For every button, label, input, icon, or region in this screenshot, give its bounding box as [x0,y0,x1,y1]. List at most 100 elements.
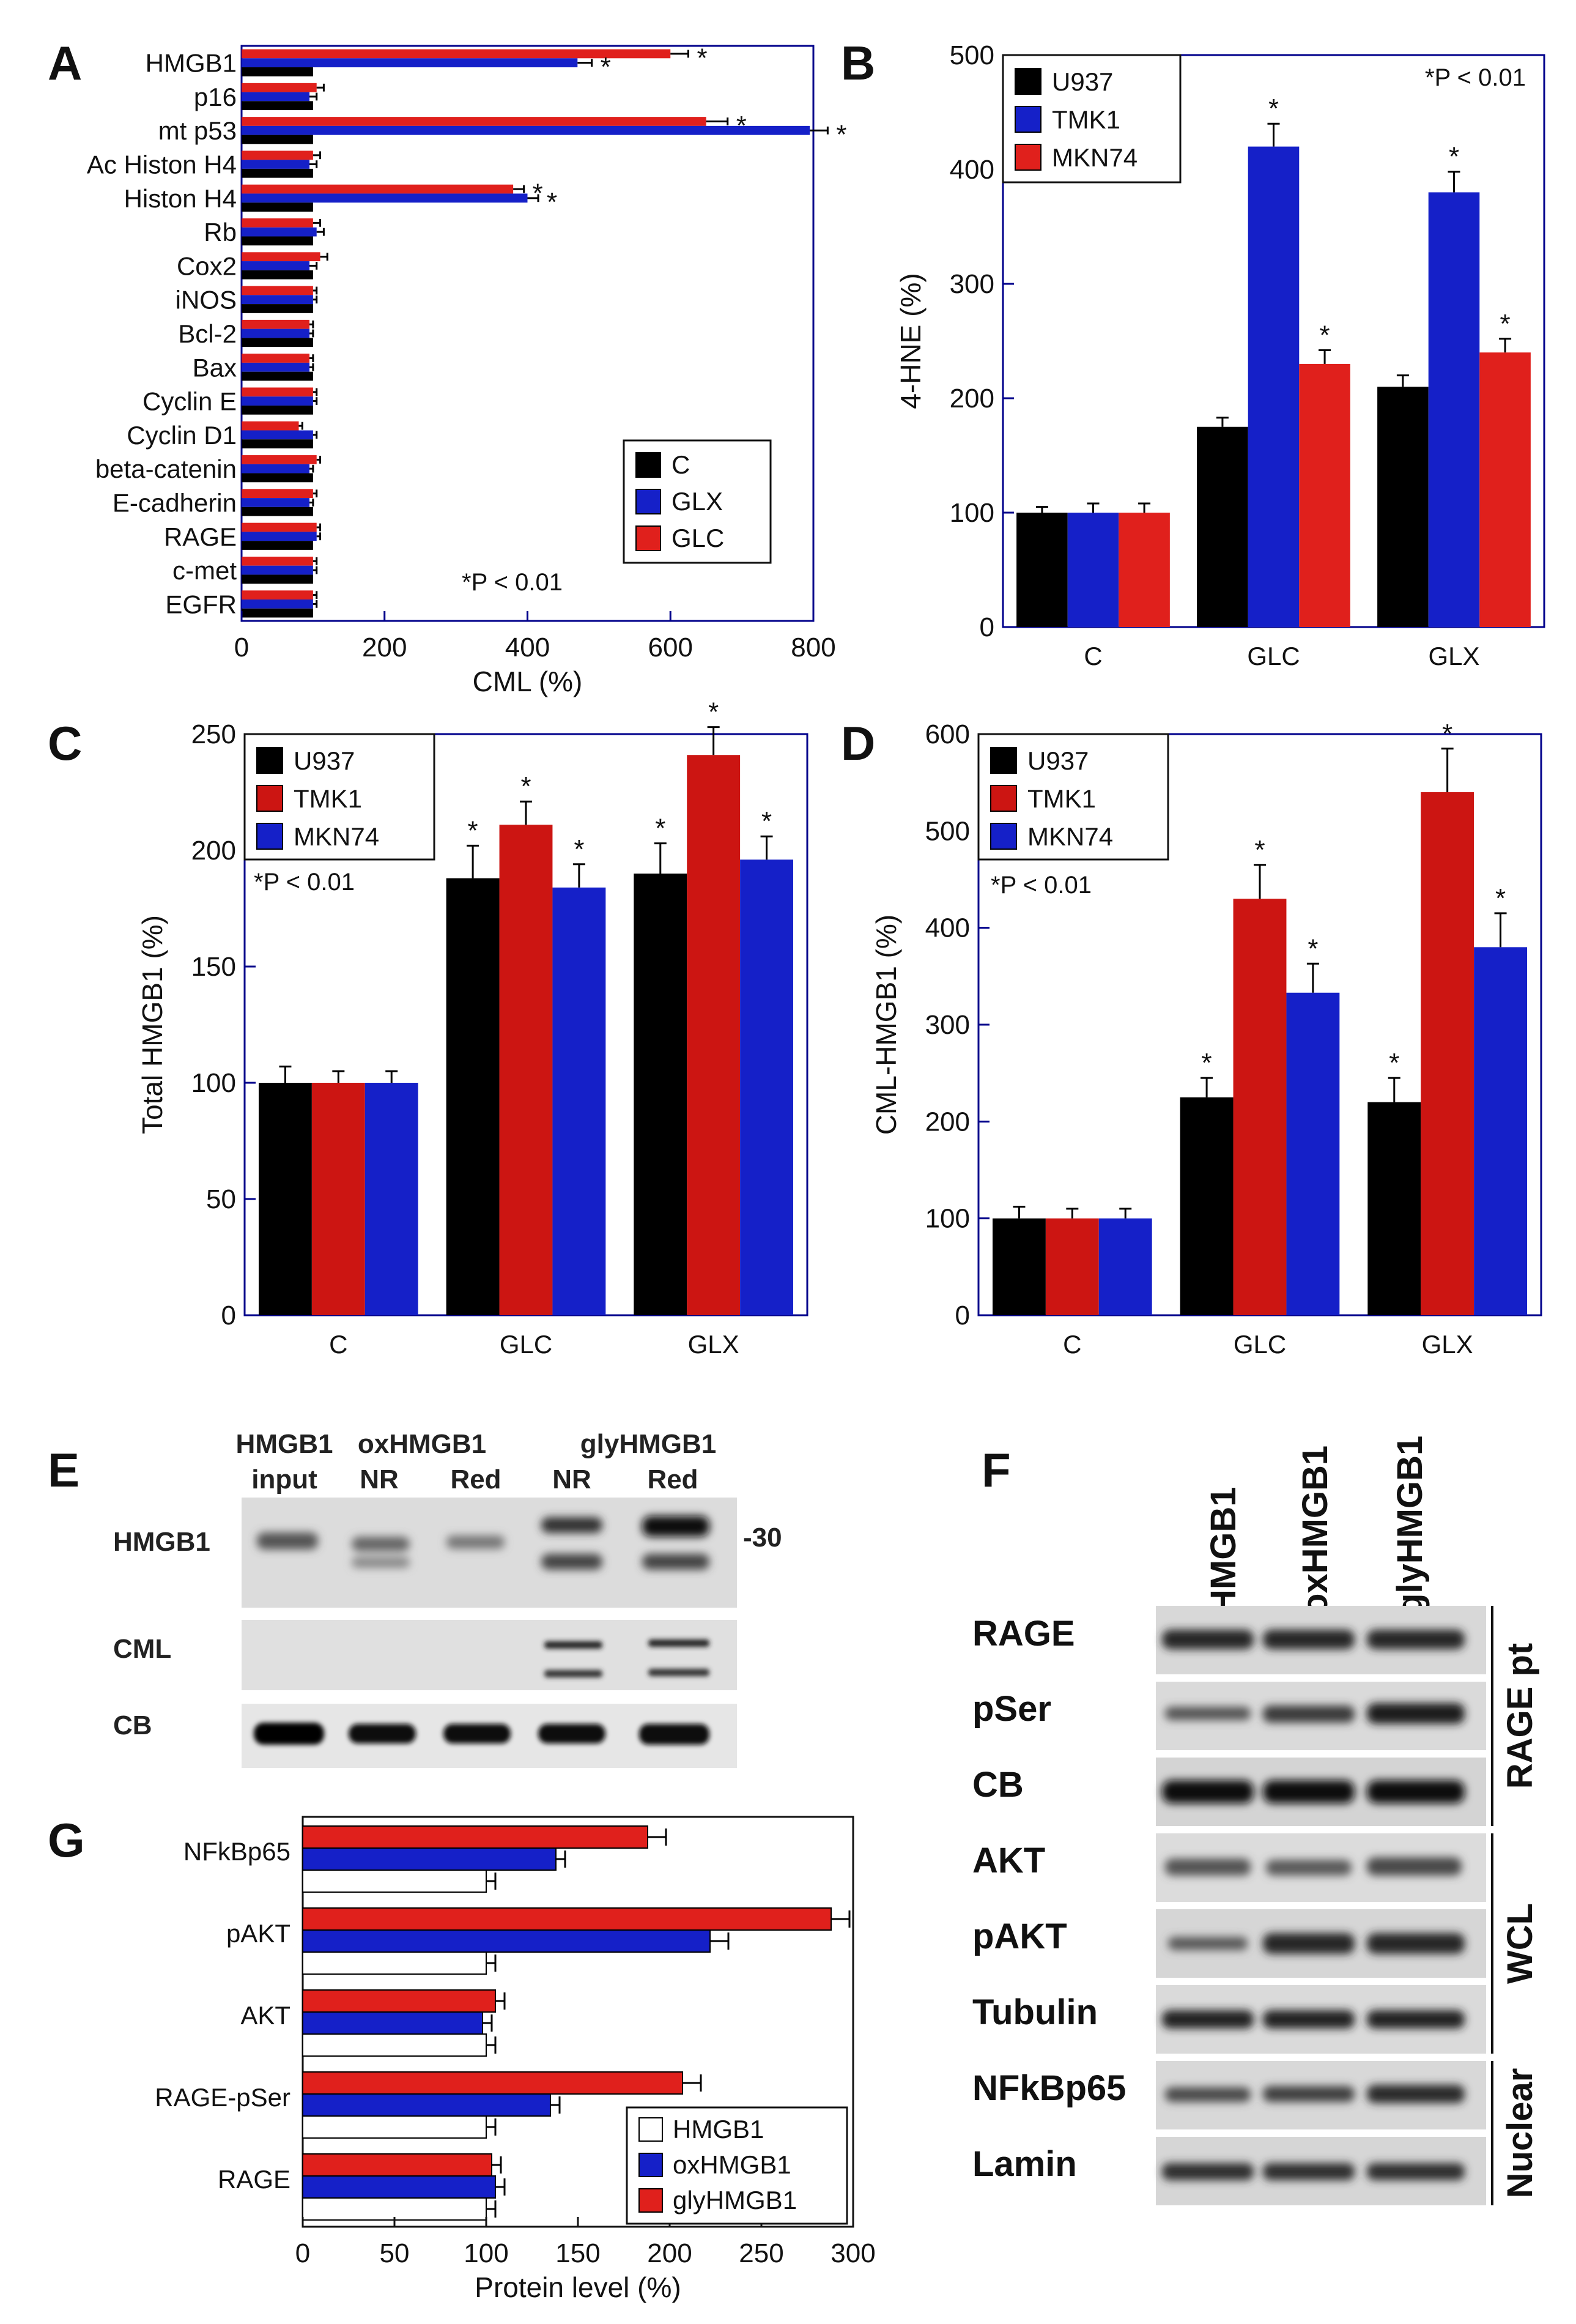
bar [242,261,310,270]
bar [1479,352,1531,627]
bar [1233,899,1287,1315]
legend-swatch [990,785,1017,812]
bar [242,396,313,406]
panel-label-g: G [48,1813,85,1867]
y-tick-label: 200 [950,384,994,414]
significance-star: * [1389,1048,1399,1078]
legend-swatch [990,747,1017,774]
legend-swatch [1015,106,1041,133]
y-category-label: AKT [240,2001,290,2030]
bar [1299,363,1350,627]
x-category-label: C [1063,1330,1081,1359]
bar [242,168,313,178]
x-category-label: GLC [1234,1330,1286,1359]
bar [242,522,317,532]
bar [302,1929,711,1953]
panel-label-c: C [48,716,82,770]
bar [242,252,320,262]
x-tick-label: 250 [739,2238,783,2268]
legend-label: MKN74 [1052,143,1138,172]
bar [242,489,313,499]
bar [242,202,313,212]
blot-f-row-rage: RAGE [972,1614,1075,1654]
bar [634,874,687,1315]
significance-star: * [520,771,531,801]
x-tick-label: 0 [234,633,249,663]
significance-star: * [655,814,665,844]
y-axis-title: CML-HMGB1 (%) [870,915,902,1135]
bar [302,2115,487,2139]
y-category-label: Cyclin D1 [127,421,237,450]
legend-swatch [256,747,283,774]
bar [242,184,514,194]
bar [242,101,313,111]
bar [1286,992,1340,1315]
chart-c: 0 50 100 150 200 250 C * * * GLC * * * GLX Total HMGB1 … [136,697,808,1359]
y-category-label: beta-catenin [95,455,237,483]
blot-e-sub-nr-ox: NR [360,1465,399,1494]
significance-star: * [601,52,611,82]
y-tick-label: 50 [206,1184,236,1214]
bar [242,58,578,68]
legend-label: HMGB1 [673,2115,764,2144]
bar [242,354,310,363]
blot-f-row-tubulin: Tubulin [972,1992,1098,2032]
significance-note: *P < 0.01 [254,869,355,896]
legend-box [626,2106,848,2225]
blot-f-row-pakt: pAKT [972,1917,1067,1956]
significance-star: * [736,111,747,141]
bar [1367,1102,1421,1315]
chart-d: 0 100 200 300 400 500 600 C * * * GLC * * * GLX CML-HMGB… [870,719,1542,1359]
bar [993,1218,1046,1315]
y-tick-label: 150 [191,952,236,982]
bar [242,507,313,516]
y-tick-label: 300 [925,1010,970,1040]
bar [242,218,313,228]
significance-star: * [1254,835,1265,865]
blot-e-sub-nr-gly: NR [552,1465,591,1494]
blot-f-bands [1162,1630,1465,2180]
y-category-label: pAKT [226,1919,290,1948]
y-tick-label: 100 [925,1204,970,1234]
blot-f-lane-oxhmgb1: oxHMGB1 [1295,1446,1335,1615]
bar [1248,146,1300,628]
x-tick-label: 400 [505,633,550,663]
blot-e-bands-cml [544,1639,709,1677]
chart-b: 0 100 200 300 400 500 C * * GLC * * GLX 4-HNE (%) U937… [895,40,1545,670]
significance-star: * [836,120,846,150]
bar [242,362,310,372]
bar [302,2011,483,2035]
y-tick-label: 0 [221,1301,236,1331]
bar [302,1869,487,1893]
blot-e-mw-marker: -30 [743,1523,782,1553]
bar [446,878,500,1315]
legend-swatch [256,823,283,850]
bar [242,371,313,381]
bar [242,556,313,566]
x-tick-label: 800 [791,633,835,663]
x-tick-label: 200 [647,2238,692,2268]
blot-f-group-wcl: WCL [1500,1903,1540,1984]
significance-star: * [1320,320,1330,350]
bar [259,1083,312,1315]
bar [302,2093,551,2117]
legend-label: TMK1 [1027,784,1096,813]
significance-star: * [1495,883,1506,913]
legend-swatch [990,823,1017,850]
x-category-label: GLX [1428,642,1479,670]
x-category-label: C [329,1330,347,1359]
bar [302,2033,487,2057]
legend-label: GLX [671,487,723,516]
blot-e-sub-red-ox: Red [450,1465,501,1494]
panel-label-d: D [841,716,875,770]
blot-e-bands-hmgb1 [257,1516,709,1570]
blot-e-row-cb: CB [113,1710,152,1740]
bar [1428,192,1480,627]
significance-star: * [1500,309,1511,339]
blot-e-header-input: input [251,1465,317,1494]
blot-f-row-akt: AKT [972,1841,1045,1880]
significance-star: * [533,178,543,208]
significance-note: *P < 0.01 [462,569,563,596]
x-tick-label: 150 [555,2238,600,2268]
